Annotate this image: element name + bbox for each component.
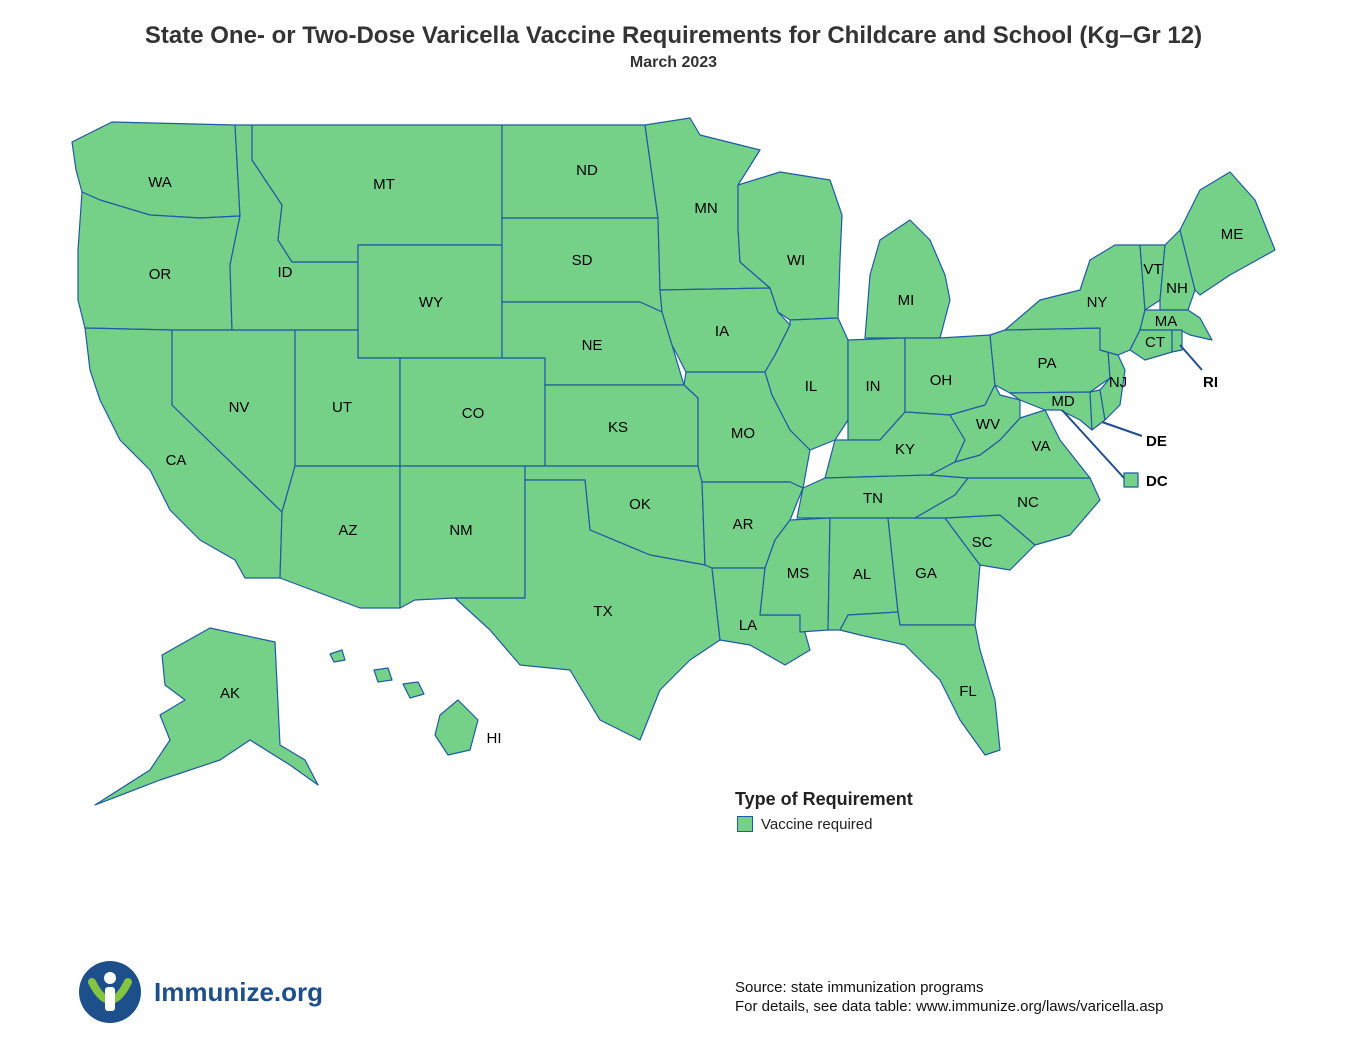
state-NJ[interactable]: [1099, 349, 1126, 421]
leader-line-DE: [1101, 421, 1143, 437]
label-AZ: AZ: [338, 522, 357, 539]
state-TX[interactable]: [454, 479, 721, 741]
state-HI-maui: [402, 681, 425, 699]
label-PA: PA: [1038, 355, 1057, 372]
label-DC: DC: [1146, 473, 1168, 490]
state-FL[interactable]: [839, 611, 1001, 756]
state-NC[interactable]: [914, 477, 1101, 546]
label-NV: NV: [229, 399, 250, 416]
immunize-logo-icon: [79, 961, 141, 1023]
label-MA: MA: [1155, 313, 1178, 330]
label-NJ: NJ: [1109, 374, 1127, 391]
label-MT: MT: [373, 176, 395, 193]
label-TX: TX: [593, 603, 612, 620]
label-NC: NC: [1017, 494, 1039, 511]
immunize-logo[interactable]: Immunize.org: [78, 960, 323, 1024]
state-HI-kauai: [329, 649, 346, 663]
label-MN: MN: [694, 200, 717, 217]
label-MI: MI: [898, 292, 915, 309]
label-MD: MD: [1051, 393, 1074, 410]
label-ND: ND: [576, 162, 598, 179]
legend-item-vaccine-required: Vaccine required: [737, 814, 872, 834]
label-NY: NY: [1087, 294, 1108, 311]
label-AK: AK: [220, 685, 240, 702]
label-NH: NH: [1166, 280, 1188, 297]
label-VT: VT: [1143, 261, 1162, 278]
label-CT: CT: [1145, 334, 1165, 351]
details-line: For details, see data table: www.immuniz…: [735, 998, 1164, 1015]
state-AK[interactable]: [94, 627, 319, 806]
label-ID: ID: [278, 264, 293, 281]
label-UT: UT: [332, 399, 352, 416]
source-note: Source: state immunization programs For …: [735, 978, 1164, 1016]
label-SD: SD: [572, 252, 593, 269]
legend-swatch: [737, 816, 753, 832]
label-WY: WY: [419, 294, 443, 311]
label-LA: LA: [739, 617, 757, 634]
label-OK: OK: [629, 496, 651, 513]
map-subtitle: March 2023: [629, 54, 718, 71]
label-SC: SC: [972, 534, 993, 551]
label-NE: NE: [582, 337, 603, 354]
label-TN: TN: [863, 490, 883, 507]
label-WA: WA: [148, 174, 172, 191]
state-RI[interactable]: [1171, 329, 1183, 353]
state-DC[interactable]: [1123, 472, 1139, 488]
label-DE: DE: [1146, 433, 1167, 450]
logo-text: Immunize.org: [154, 976, 324, 1007]
label-HI: HI: [487, 730, 502, 747]
label-OR: OR: [149, 266, 172, 283]
map-title: State One- or Two-Dose Varicella Vaccine…: [144, 22, 1203, 49]
label-AL: AL: [853, 566, 871, 583]
state-HI-oahu: [373, 667, 393, 683]
state-IL[interactable]: [764, 317, 849, 451]
label-ME: ME: [1221, 226, 1244, 243]
label-NM: NM: [449, 522, 472, 539]
label-AR: AR: [733, 516, 754, 533]
leader-line-RI: [1179, 344, 1203, 371]
legend-label: Vaccine required: [761, 815, 873, 833]
label-WV: WV: [976, 416, 1000, 433]
label-CA: CA: [166, 452, 187, 469]
label-CO: CO: [462, 405, 485, 422]
label-OH: OH: [930, 372, 953, 389]
label-IL: IL: [805, 378, 818, 395]
label-WI: WI: [787, 252, 805, 269]
label-VA: VA: [1032, 438, 1051, 455]
label-IA: IA: [715, 323, 729, 340]
state-MI[interactable]: [864, 219, 951, 339]
leader-line-DC: [1061, 409, 1125, 479]
state-ME[interactable]: [1179, 171, 1276, 296]
source-line: Source: state immunization programs: [735, 979, 984, 996]
legend-title: Type of Requirement: [735, 789, 913, 809]
label-MS: MS: [787, 565, 810, 582]
state-MT[interactable]: [251, 124, 503, 263]
label-MO: MO: [731, 425, 755, 442]
label-KS: KS: [608, 419, 628, 436]
label-RI: RI: [1203, 374, 1218, 391]
label-GA: GA: [915, 565, 937, 582]
state-WV[interactable]: [949, 384, 1021, 463]
label-KY: KY: [895, 441, 915, 458]
label-FL: FL: [959, 683, 977, 700]
label-IN: IN: [866, 378, 881, 395]
state-HI[interactable]: [434, 699, 479, 756]
state-CT[interactable]: [1129, 329, 1173, 361]
